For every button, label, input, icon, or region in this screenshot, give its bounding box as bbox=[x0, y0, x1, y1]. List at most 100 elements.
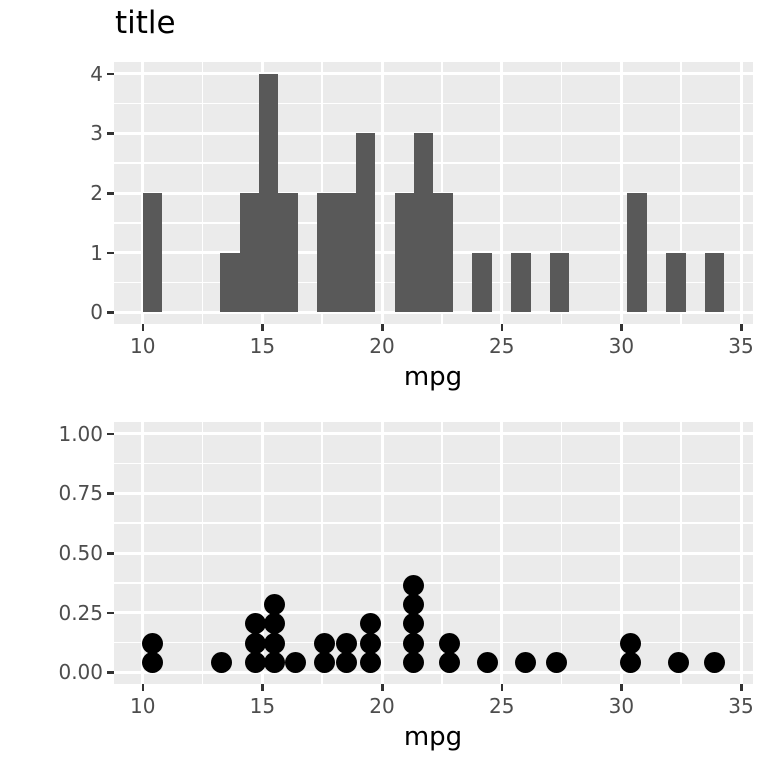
dot bbox=[359, 613, 381, 635]
dotplot-x-axis-title: mpg bbox=[403, 722, 463, 752]
y-tick-label: 3 bbox=[90, 121, 103, 146]
histogram-bar bbox=[413, 133, 434, 313]
dot bbox=[141, 651, 163, 673]
y-tick-label: 0.50 bbox=[58, 541, 103, 565]
dot bbox=[244, 632, 266, 654]
dot bbox=[314, 632, 336, 654]
dot bbox=[704, 651, 726, 673]
x-tick-label: 25 bbox=[488, 334, 515, 358]
dot bbox=[620, 651, 642, 673]
histogram-bar bbox=[278, 193, 298, 313]
minor-gridline-y bbox=[114, 641, 753, 644]
major-gridline-y bbox=[114, 611, 753, 615]
dot bbox=[402, 613, 424, 635]
y-tick-label: 4 bbox=[90, 61, 103, 86]
dot bbox=[285, 651, 307, 673]
dot bbox=[263, 613, 285, 635]
major-gridline-y bbox=[114, 551, 753, 555]
y-axis-tick bbox=[107, 72, 114, 76]
dot bbox=[244, 613, 266, 635]
histogram-bar bbox=[220, 252, 240, 313]
dot bbox=[668, 651, 690, 673]
x-tick-label: 20 bbox=[369, 694, 395, 718]
histogram-bar bbox=[666, 252, 686, 313]
x-axis-tick bbox=[500, 324, 504, 331]
y-tick-label: 2 bbox=[90, 181, 103, 205]
y-tick-label: 0.00 bbox=[58, 660, 103, 685]
dot bbox=[438, 632, 460, 654]
y-axis-tick bbox=[107, 552, 114, 555]
histogram-bar bbox=[549, 252, 570, 313]
minor-gridline-y bbox=[114, 102, 753, 105]
dot bbox=[335, 651, 357, 673]
dot bbox=[244, 651, 266, 673]
dot bbox=[359, 632, 381, 654]
dot bbox=[263, 632, 285, 654]
y-axis-tick bbox=[107, 671, 114, 674]
plot-title: title bbox=[115, 5, 176, 41]
major-gridline-y bbox=[114, 432, 753, 436]
minor-gridline-y bbox=[114, 162, 753, 164]
major-gridline-y bbox=[114, 310, 753, 314]
x-tick-label: 10 bbox=[129, 694, 156, 718]
dot bbox=[263, 651, 285, 673]
dot bbox=[335, 632, 357, 654]
major-gridline-y bbox=[114, 131, 753, 135]
minor-gridline-y bbox=[114, 582, 753, 584]
x-tick-label: 15 bbox=[249, 694, 276, 718]
y-axis-tick bbox=[107, 132, 114, 135]
dot bbox=[314, 651, 336, 673]
dot bbox=[515, 651, 537, 673]
histogram-bar bbox=[258, 73, 279, 313]
histogram-bar bbox=[472, 252, 492, 313]
major-gridline-y bbox=[114, 491, 753, 495]
y-axis-tick bbox=[107, 432, 114, 436]
dot bbox=[476, 651, 498, 673]
x-axis-tick bbox=[620, 324, 623, 331]
dot bbox=[402, 594, 424, 616]
x-axis-tick bbox=[261, 684, 264, 691]
histogram-bar bbox=[142, 193, 162, 313]
y-axis-tick bbox=[107, 311, 114, 314]
histogram-bar bbox=[317, 193, 337, 313]
x-tick-label: 10 bbox=[129, 334, 156, 358]
minor-gridline-y bbox=[114, 522, 753, 524]
y-tick-label: 0.75 bbox=[58, 481, 103, 506]
histogram-bar bbox=[511, 252, 531, 313]
histogram-bar bbox=[705, 252, 725, 313]
x-axis-tick bbox=[740, 324, 743, 331]
minor-gridline-y bbox=[114, 462, 753, 465]
x-axis-tick bbox=[261, 324, 264, 331]
major-gridline-y bbox=[114, 72, 753, 76]
y-tick-label: 1 bbox=[90, 240, 103, 265]
y-axis-tick bbox=[107, 192, 114, 195]
dot bbox=[402, 651, 424, 673]
dot bbox=[211, 651, 233, 673]
y-axis-tick bbox=[107, 251, 114, 255]
dot bbox=[620, 632, 642, 654]
dot bbox=[141, 632, 163, 654]
dot bbox=[438, 651, 460, 673]
dot bbox=[263, 594, 285, 616]
histogram-panel bbox=[114, 62, 753, 324]
x-axis-tick bbox=[500, 684, 504, 691]
x-tick-label: 25 bbox=[488, 694, 515, 718]
histogram-bar bbox=[355, 133, 376, 313]
y-axis-tick bbox=[107, 492, 114, 495]
histogram-bar bbox=[394, 193, 414, 313]
x-tick-label: 15 bbox=[249, 334, 276, 358]
y-tick-label: 0.25 bbox=[58, 600, 103, 625]
x-axis-tick bbox=[381, 684, 384, 691]
x-axis-tick bbox=[381, 324, 384, 331]
x-axis-tick bbox=[620, 684, 623, 691]
dotplot-panel bbox=[114, 422, 753, 684]
major-gridline-y bbox=[114, 670, 753, 674]
y-tick-label: 0 bbox=[90, 300, 103, 325]
dot bbox=[402, 632, 424, 654]
y-tick-label: 1.00 bbox=[58, 421, 103, 446]
x-axis-tick bbox=[141, 324, 145, 331]
x-tick-label: 30 bbox=[608, 694, 635, 718]
dot bbox=[546, 651, 568, 673]
y-axis-tick bbox=[107, 611, 114, 615]
x-tick-label: 35 bbox=[728, 334, 754, 358]
